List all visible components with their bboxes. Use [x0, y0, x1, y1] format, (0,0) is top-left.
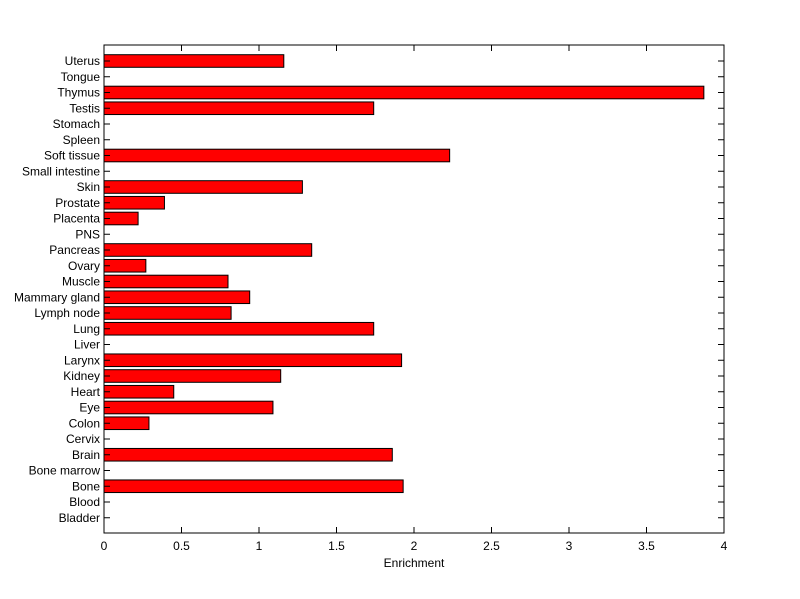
y-tick-label-spleen: Spleen	[63, 133, 100, 147]
x-tick-label-1: 0.5	[173, 539, 190, 553]
y-tick-label-uterus: Uterus	[65, 54, 100, 68]
y-tick-label-eye: Eye	[79, 401, 100, 415]
plot-frame	[103, 44, 725, 534]
y-tick-label-kidney: Kidney	[63, 369, 100, 383]
bar-bone	[103, 479, 404, 494]
y-tick-label-skin: Skin	[77, 180, 100, 194]
y-tick-label-blood: Blood	[69, 495, 100, 509]
y-tick-label-thymus: Thymus	[57, 86, 100, 100]
bar-mammary-gland	[103, 290, 251, 305]
bar-muscle	[103, 274, 229, 289]
y-tick-label-testis: Testis	[69, 101, 100, 115]
x-tick-label-6: 3	[566, 539, 573, 553]
y-tick-label-lymph-node: Lymph node	[34, 306, 100, 320]
x-tick-label-2: 1	[256, 539, 263, 553]
bar-lung	[103, 321, 375, 336]
bar-testis	[103, 101, 375, 116]
bar-kidney	[103, 369, 282, 383]
bar-thymus	[103, 85, 705, 100]
y-tick-label-pancreas: Pancreas	[49, 243, 100, 257]
y-tick-label-soft-tissue: Soft tissue	[44, 149, 100, 163]
bar-soft-tissue	[103, 148, 451, 163]
x-axis-title: Enrichment	[384, 556, 445, 570]
y-tick-label-bladder: Bladder	[59, 511, 100, 525]
y-tick-label-ovary: Ovary	[68, 259, 100, 273]
bar-colon	[103, 416, 150, 431]
y-tick-label-heart: Heart	[71, 385, 101, 399]
y-tick-label-muscle: Muscle	[62, 275, 100, 289]
y-tick-label-placenta: Placenta	[53, 212, 100, 226]
y-tick-label-stomach: Stomach	[53, 117, 100, 131]
bar-eye	[103, 400, 274, 415]
y-tick-label-brain: Brain	[72, 448, 100, 462]
y-tick-label-prostate: Prostate	[55, 196, 100, 210]
x-tick-label-0: 0	[101, 539, 108, 553]
bar-prostate	[103, 195, 165, 210]
x-tick-label-4: 2	[411, 539, 418, 553]
bar-lymph-node	[103, 306, 232, 320]
bar-ovary	[103, 258, 147, 273]
bar-brain	[103, 447, 393, 462]
x-tick-label-7: 3.5	[638, 539, 655, 553]
bar-uterus	[103, 54, 285, 68]
y-tick-label-cervix: Cervix	[66, 432, 100, 446]
bar-heart	[103, 384, 175, 399]
y-tick-label-small-intestine: Small intestine	[22, 164, 100, 178]
bar-skin	[103, 180, 303, 194]
y-tick-label-mammary-gland: Mammary gland	[14, 290, 100, 304]
y-tick-label-tongue: Tongue	[61, 70, 101, 84]
x-tick-label-8: 4	[721, 539, 728, 553]
y-tick-label-pns: PNS	[75, 227, 100, 241]
bar-larynx	[103, 353, 403, 368]
y-tick-label-bone: Bone	[72, 479, 100, 493]
x-tick-label-5: 2.5	[483, 539, 500, 553]
y-tick-label-larynx: Larynx	[64, 353, 100, 367]
y-tick-label-lung: Lung	[73, 322, 100, 336]
x-tick-label-3: 1.5	[328, 539, 345, 553]
bar-pancreas	[103, 243, 313, 257]
y-tick-label-liver: Liver	[74, 338, 100, 352]
y-tick-label-bone-marrow: Bone marrow	[29, 464, 101, 478]
y-tick-label-colon: Colon	[69, 416, 100, 430]
